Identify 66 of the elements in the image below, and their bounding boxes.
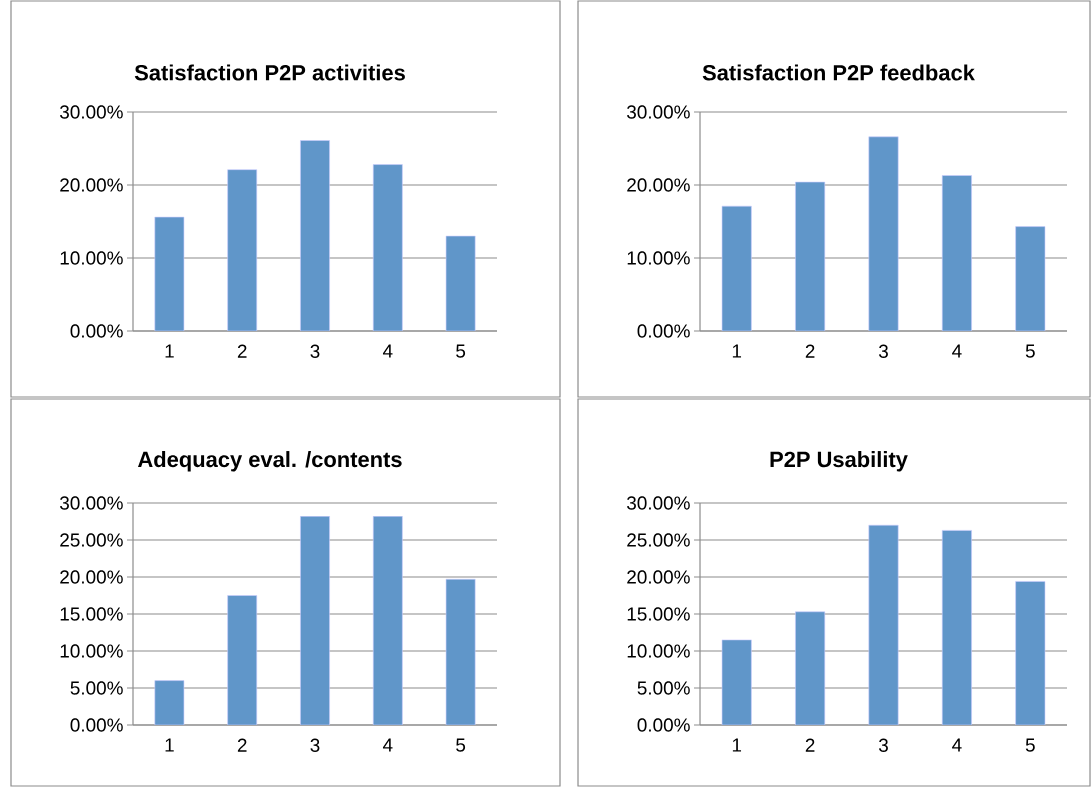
x-tick-label: 3 [310, 738, 320, 752]
bar [445, 235, 476, 331]
bar [941, 530, 972, 725]
bar [300, 140, 330, 331]
y-tick-label: 15.00% [627, 607, 690, 621]
x-tick-label: 2 [237, 738, 247, 752]
x-tick-label: 5 [456, 738, 466, 752]
bar [372, 164, 403, 331]
bar [721, 205, 752, 331]
y-tick-label: 10.00% [60, 251, 123, 265]
y-tick-label: 15.00% [60, 607, 123, 621]
bar [1015, 581, 1046, 725]
y-tick-label: 0.00% [70, 718, 123, 732]
y-tick-label: 20.00% [627, 178, 690, 192]
y-tick-label: 20.00% [60, 178, 123, 192]
chart-title: Satisfaction P2P feedback [702, 64, 975, 81]
y-tick-label: 30.00% [60, 496, 123, 510]
chart-title: Satisfaction P2P activities [134, 64, 405, 81]
x-tick-label: 4 [952, 344, 962, 358]
x-tick-label: 1 [732, 344, 742, 358]
bar [227, 595, 258, 725]
y-tick-label: 25.00% [60, 533, 123, 547]
bar [868, 136, 899, 331]
bar [154, 216, 185, 331]
x-tick-label: 1 [165, 344, 174, 358]
y-tick-label: 30.00% [627, 105, 690, 119]
y-tick-label: 30.00% [627, 496, 690, 510]
y-tick-label: 10.00% [627, 644, 690, 658]
bar [445, 578, 476, 725]
y-tick-label: 10.00% [60, 644, 123, 658]
bar [795, 611, 826, 725]
x-tick-label: 4 [952, 738, 962, 752]
x-tick-label: 1 [165, 738, 174, 752]
x-tick-label: 2 [805, 344, 815, 358]
y-tick-label: 0.00% [637, 324, 690, 338]
x-tick-label: 5 [1025, 738, 1035, 752]
y-tick-label: 5.00% [70, 681, 123, 695]
x-tick-label: 5 [1025, 344, 1035, 358]
x-tick-label: 4 [382, 738, 393, 752]
bar [154, 680, 185, 725]
x-tick-label: 2 [805, 738, 815, 752]
bar [372, 516, 403, 725]
y-tick-label: 5.00% [637, 681, 690, 695]
y-tick-label: 30.00% [60, 105, 123, 119]
chart-title: P2P Usability [770, 451, 908, 472]
x-tick-label: 4 [382, 344, 393, 358]
y-tick-label: 0.00% [70, 324, 123, 338]
bar [227, 169, 258, 331]
bar [1015, 226, 1046, 331]
y-tick-label: 10.00% [627, 251, 690, 265]
y-tick-label: 0.00% [637, 718, 690, 732]
bar [941, 175, 972, 331]
x-tick-label: 3 [310, 344, 320, 358]
x-tick-label: 1 [732, 738, 742, 752]
x-tick-label: 3 [878, 738, 888, 752]
bar [300, 516, 330, 725]
y-tick-label: 20.00% [627, 570, 690, 584]
x-tick-label: 3 [878, 344, 888, 358]
y-tick-label: 25.00% [627, 533, 690, 547]
bar [721, 639, 752, 725]
bar [868, 524, 899, 725]
chart-title: Adequacy eval. /contents [137, 451, 402, 472]
bar [795, 181, 826, 331]
y-tick-label: 20.00% [60, 570, 123, 584]
x-tick-label: 2 [237, 344, 247, 358]
x-tick-label: 5 [456, 344, 466, 358]
